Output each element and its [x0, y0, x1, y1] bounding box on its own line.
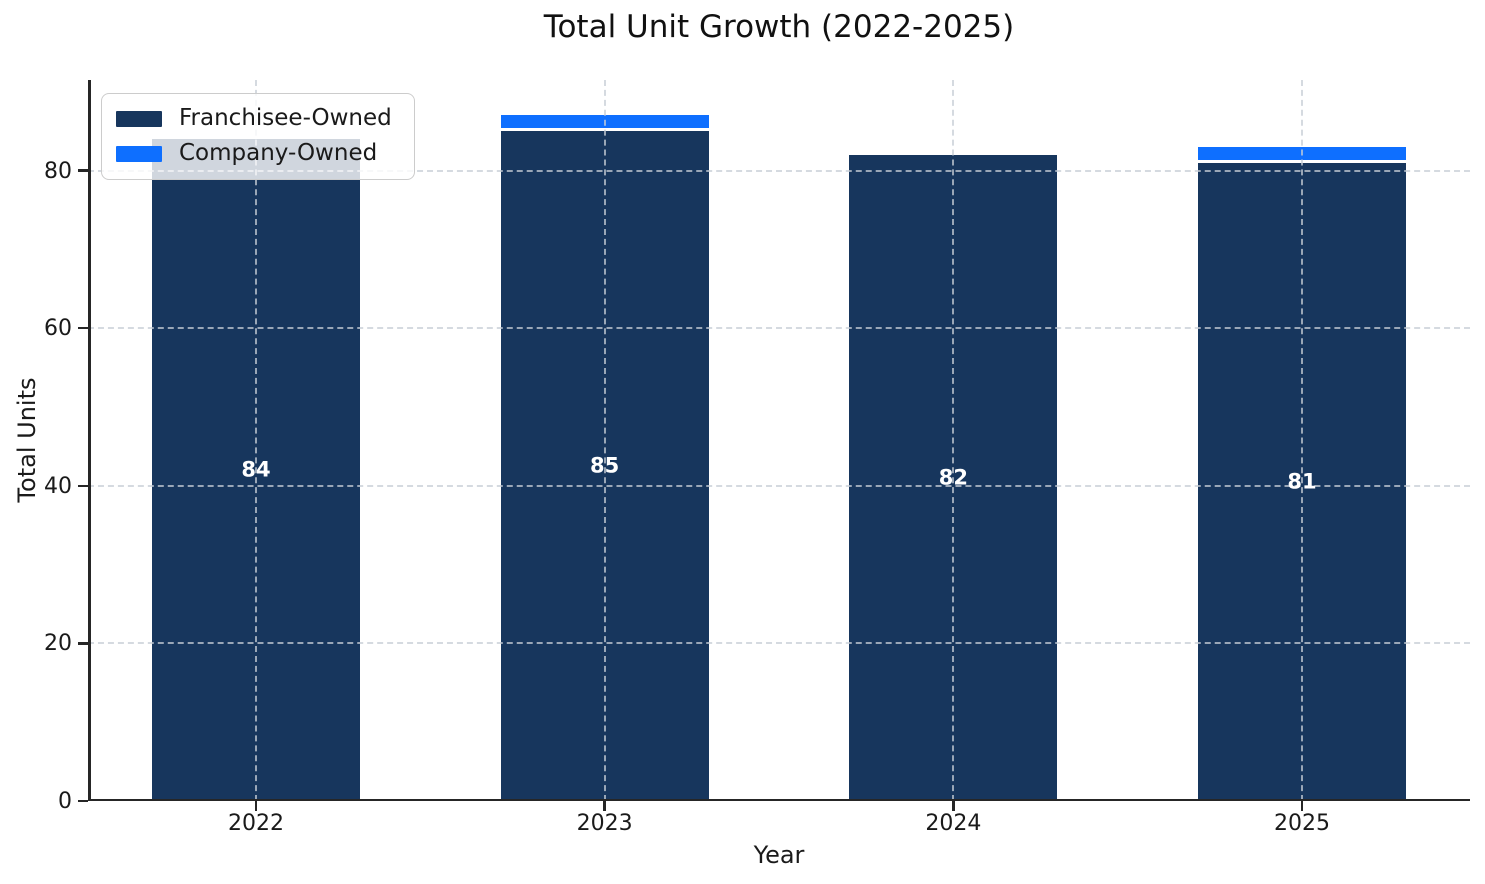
y-tick-mark-20: [78, 642, 88, 645]
gridline-vertical-2023: [603, 80, 606, 801]
x-axis-line: [88, 798, 1470, 801]
legend-swatch-icon: [116, 110, 162, 127]
gridline-vertical-2024: [952, 80, 955, 801]
bar-label-2024: 82: [938, 465, 968, 490]
y-tick-label-80: 80: [44, 158, 72, 184]
y-tick-label-60: 60: [44, 316, 72, 342]
x-tick-label-2022: 2022: [228, 811, 284, 836]
legend-swatch-icon: [116, 145, 162, 162]
gridline-horizontal-60: [88, 327, 1470, 330]
y-tick-mark-60: [78, 326, 88, 330]
gridline-horizontal-80: [88, 169, 1470, 172]
y-tick-label-40: 40: [44, 473, 72, 499]
plot-area: Franchisee-Owned Company-Owned 0 20 40 60 80 8…: [44, 80, 1470, 835]
gridline-vertical-2022: [255, 80, 257, 801]
x-tick-label-2024: 2024: [925, 811, 982, 836]
gridline-vertical-2025: [1301, 80, 1303, 801]
y-tick-mark-0: [78, 799, 88, 803]
bar-label-2022: 84: [241, 457, 271, 482]
y-tick-mark-80: [78, 169, 88, 172]
x-tick-label-2023: 2023: [576, 811, 633, 836]
x-axis-title: Year: [753, 841, 805, 869]
legend-entry-company-owned: Company-Owned: [116, 140, 392, 167]
legend-entry-franchisee-owned: Franchisee-Owned: [116, 105, 392, 131]
x-tick-mark-2022: [254, 801, 258, 811]
gridline-horizontal-20: [88, 642, 1470, 645]
y-tick-label-0: 0: [58, 789, 72, 814]
x-tick-mark-2025: [1300, 801, 1304, 811]
x-tick-label-2025: 2025: [1274, 811, 1330, 836]
legend-label: Franchisee-Owned: [179, 105, 392, 131]
legend: Franchisee-Owned Company-Owned: [101, 93, 415, 180]
gridline-horizontal-40: [88, 484, 1470, 487]
y-tick-mark-40: [78, 484, 88, 488]
y-axis-line: [88, 80, 91, 801]
x-tick-mark-2023: [603, 801, 606, 811]
legend-label: Company-Owned: [179, 140, 378, 167]
y-tick-label-20: 20: [44, 631, 72, 657]
bar-label-2023: 85: [590, 453, 620, 478]
x-tick-mark-2024: [952, 801, 955, 811]
bar-label-2025: 81: [1287, 469, 1317, 494]
chart-title: Total Unit Growth (2022-2025): [543, 9, 1015, 45]
